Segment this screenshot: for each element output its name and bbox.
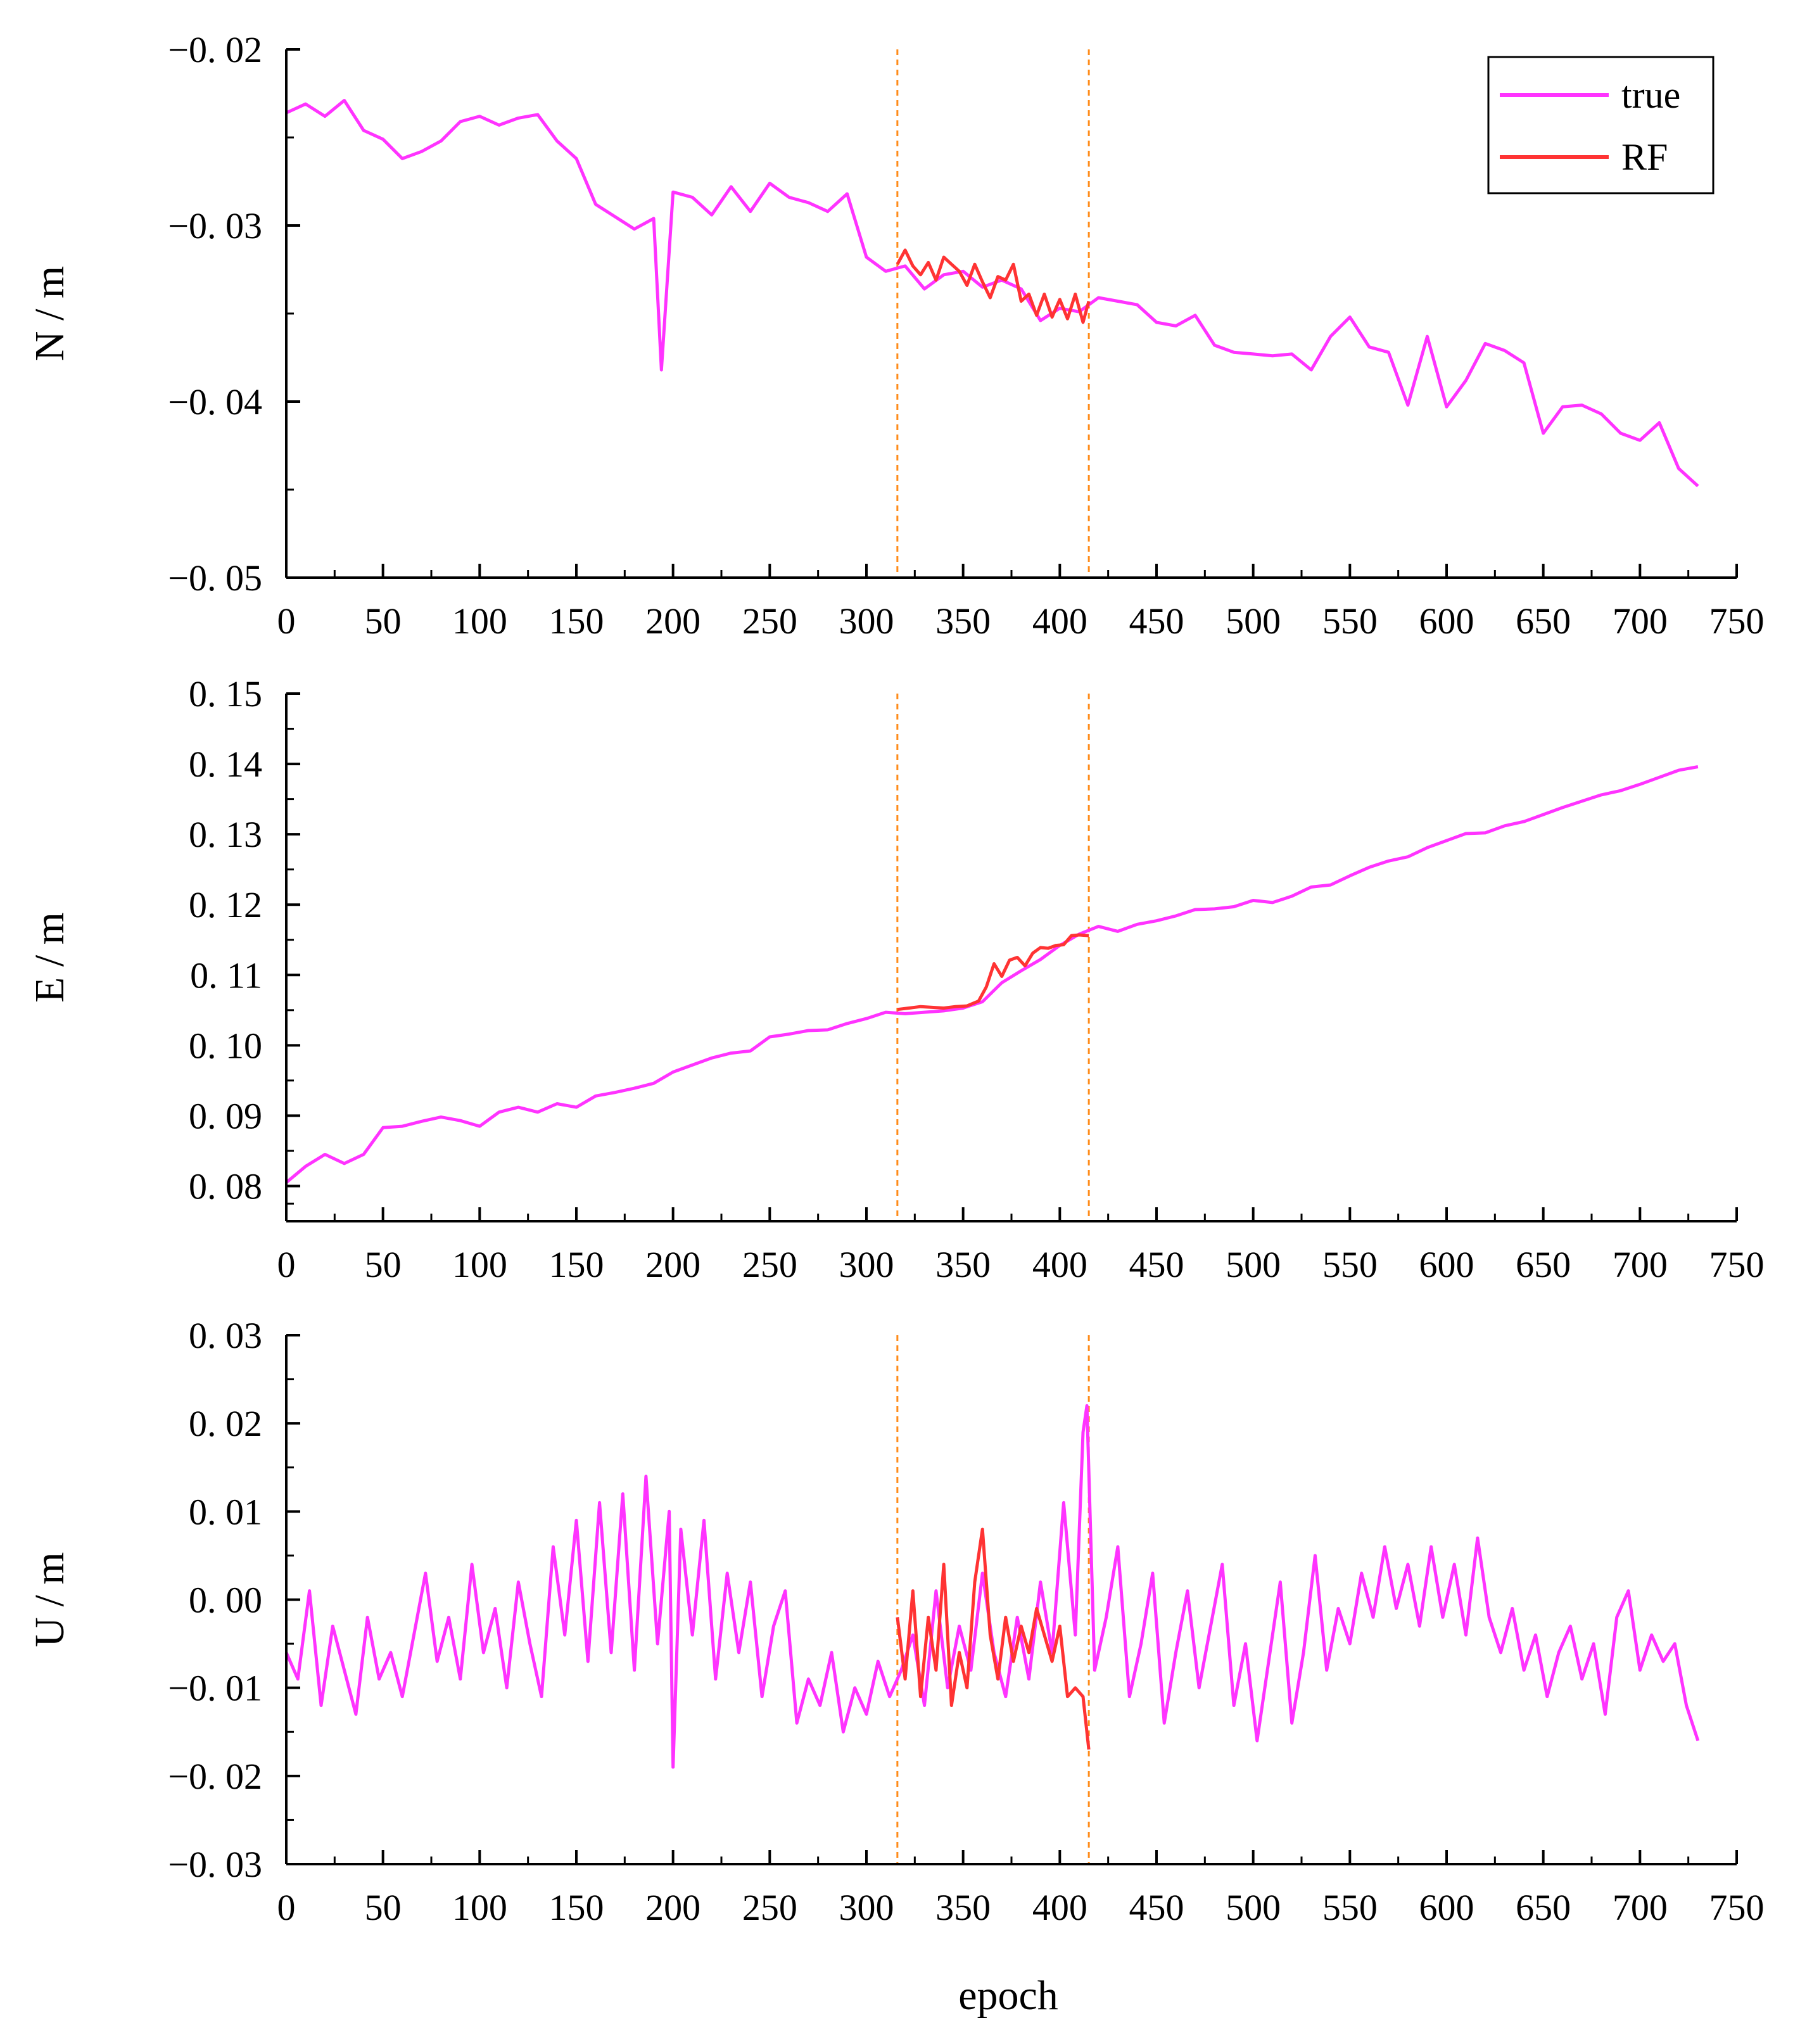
- x-tick-label-U: 50: [365, 1887, 402, 1928]
- y-axis-title-U: U / m: [27, 1552, 73, 1647]
- x-tick-label-N: 400: [1032, 600, 1087, 642]
- x-tick-label-E: 550: [1322, 1244, 1378, 1285]
- x-tick-label-E: 700: [1613, 1244, 1668, 1285]
- series-true-E: [285, 765, 1699, 1184]
- series-rf-U: [896, 1527, 1091, 1750]
- x-tick-label-E: 100: [452, 1244, 507, 1285]
- x-tick-label-U: 150: [549, 1887, 604, 1928]
- y-tick-label-U: 0. 01: [189, 1491, 262, 1532]
- y-tick-label-E: 0. 09: [189, 1095, 262, 1136]
- x-tick-label-E: 600: [1419, 1244, 1474, 1285]
- x-tick-label-E: 500: [1226, 1244, 1281, 1285]
- x-tick-label-U: 300: [839, 1887, 894, 1928]
- x-tick-label-N: 700: [1613, 600, 1668, 642]
- x-tick-label-U: 200: [645, 1887, 700, 1928]
- x-tick-label-N: 50: [365, 600, 402, 642]
- y-tick-label-N: −0. 04: [168, 381, 262, 422]
- y-tick-label-U: 0. 03: [189, 1315, 262, 1356]
- x-tick-label-E: 150: [549, 1244, 604, 1285]
- x-tick-label-N: 450: [1129, 600, 1184, 642]
- y-tick-label-N: −0. 02: [168, 29, 262, 70]
- panels: 0 50 100 150 200 250 300 350 400 450 500 550 600 650 7…: [27, 29, 1765, 1928]
- y-tick-label-U: −0. 02: [168, 1756, 262, 1797]
- y-tick-label-U: −0. 01: [168, 1668, 262, 1709]
- x-tick-label-E: 650: [1516, 1244, 1571, 1285]
- panel-N: 0 50 100 150 200 250 300 350 400 450 500 550 600 650 7…: [27, 29, 1765, 642]
- x-tick-label-U: 500: [1226, 1887, 1281, 1928]
- y-axis-title-N: N / m: [27, 266, 73, 361]
- y-tick-label-E: 0. 11: [190, 955, 262, 996]
- legend-label-true: true: [1621, 74, 1680, 116]
- x-tick-label-N: 0: [277, 600, 296, 642]
- x-tick-label-U: 100: [452, 1887, 507, 1928]
- y-tick-label-E: 0. 14: [189, 744, 262, 785]
- y-tick-label-U: 0. 02: [189, 1403, 262, 1444]
- y-tick-label-E: 0. 08: [189, 1165, 262, 1207]
- x-tick-label-E: 450: [1129, 1244, 1184, 1285]
- x-tick-label-U: 650: [1516, 1887, 1571, 1928]
- x-tick-label-U: 350: [935, 1887, 991, 1928]
- series-true-U: [284, 1404, 1700, 1769]
- x-tick-label-E: 350: [935, 1244, 991, 1285]
- x-tick-label-N: 750: [1709, 600, 1765, 642]
- y-tick-label-U: −0. 03: [168, 1844, 262, 1885]
- x-tick-label-N: 600: [1419, 600, 1474, 642]
- x-tick-label-U: 450: [1129, 1887, 1184, 1928]
- y-tick-label-U: 0. 00: [189, 1580, 262, 1621]
- y-tick-label-E: 0. 15: [189, 673, 262, 714]
- x-tick-label-U: 700: [1613, 1887, 1668, 1928]
- x-tick-label-N: 200: [645, 600, 700, 642]
- x-tick-label-E: 250: [742, 1244, 797, 1285]
- x-tick-label-U: 400: [1032, 1887, 1087, 1928]
- x-tick-label-N: 350: [935, 600, 991, 642]
- y-tick-label-N: −0. 05: [168, 557, 262, 599]
- x-tick-label-U: 600: [1419, 1887, 1474, 1928]
- x-tick-label-E: 750: [1709, 1244, 1765, 1285]
- x-tick-label-U: 250: [742, 1887, 797, 1928]
- panel-E: 0 50 100 150 200 250 300 350 400 450 500 550 600 650 7…: [27, 673, 1765, 1285]
- x-tick-label-N: 150: [549, 600, 604, 642]
- x-tick-label-N: 250: [742, 600, 797, 642]
- y-tick-label-E: 0. 10: [189, 1025, 262, 1066]
- y-axis-title-E: E / m: [27, 912, 73, 1003]
- legend: true RF: [1487, 56, 1714, 194]
- legend-box: [1487, 56, 1714, 194]
- series-rf-E: [897, 933, 1089, 1012]
- x-tick-label-U: 550: [1322, 1887, 1378, 1928]
- x-tick-label-E: 50: [365, 1244, 402, 1285]
- x-tick-label-E: 0: [277, 1244, 296, 1285]
- x-tick-label-U: 750: [1709, 1887, 1765, 1928]
- x-tick-label-E: 400: [1032, 1244, 1087, 1285]
- y-tick-label-E: 0. 12: [189, 884, 262, 925]
- x-tick-label-E: 300: [839, 1244, 894, 1285]
- x-tick-label-N: 300: [839, 600, 894, 642]
- x-tick-label-E: 200: [645, 1244, 700, 1285]
- x-tick-label-U: 0: [277, 1887, 296, 1928]
- x-tick-label-N: 550: [1322, 600, 1378, 642]
- x-tick-label-N: 650: [1516, 600, 1571, 642]
- x-tick-label-N: 500: [1226, 600, 1281, 642]
- series-rf-N: [896, 248, 1091, 324]
- panel-U: 0 50 100 150 200 250 300 350 400 450 500 550 600 650 7…: [27, 1315, 1765, 1928]
- x-tick-label-N: 100: [452, 600, 507, 642]
- y-tick-label-E: 0. 13: [189, 814, 262, 855]
- x-axis-title: epoch: [958, 1972, 1058, 2019]
- y-tick-label-N: −0. 03: [168, 205, 262, 246]
- legend-label-rf: RF: [1621, 136, 1668, 178]
- series-true-N: [285, 99, 1699, 488]
